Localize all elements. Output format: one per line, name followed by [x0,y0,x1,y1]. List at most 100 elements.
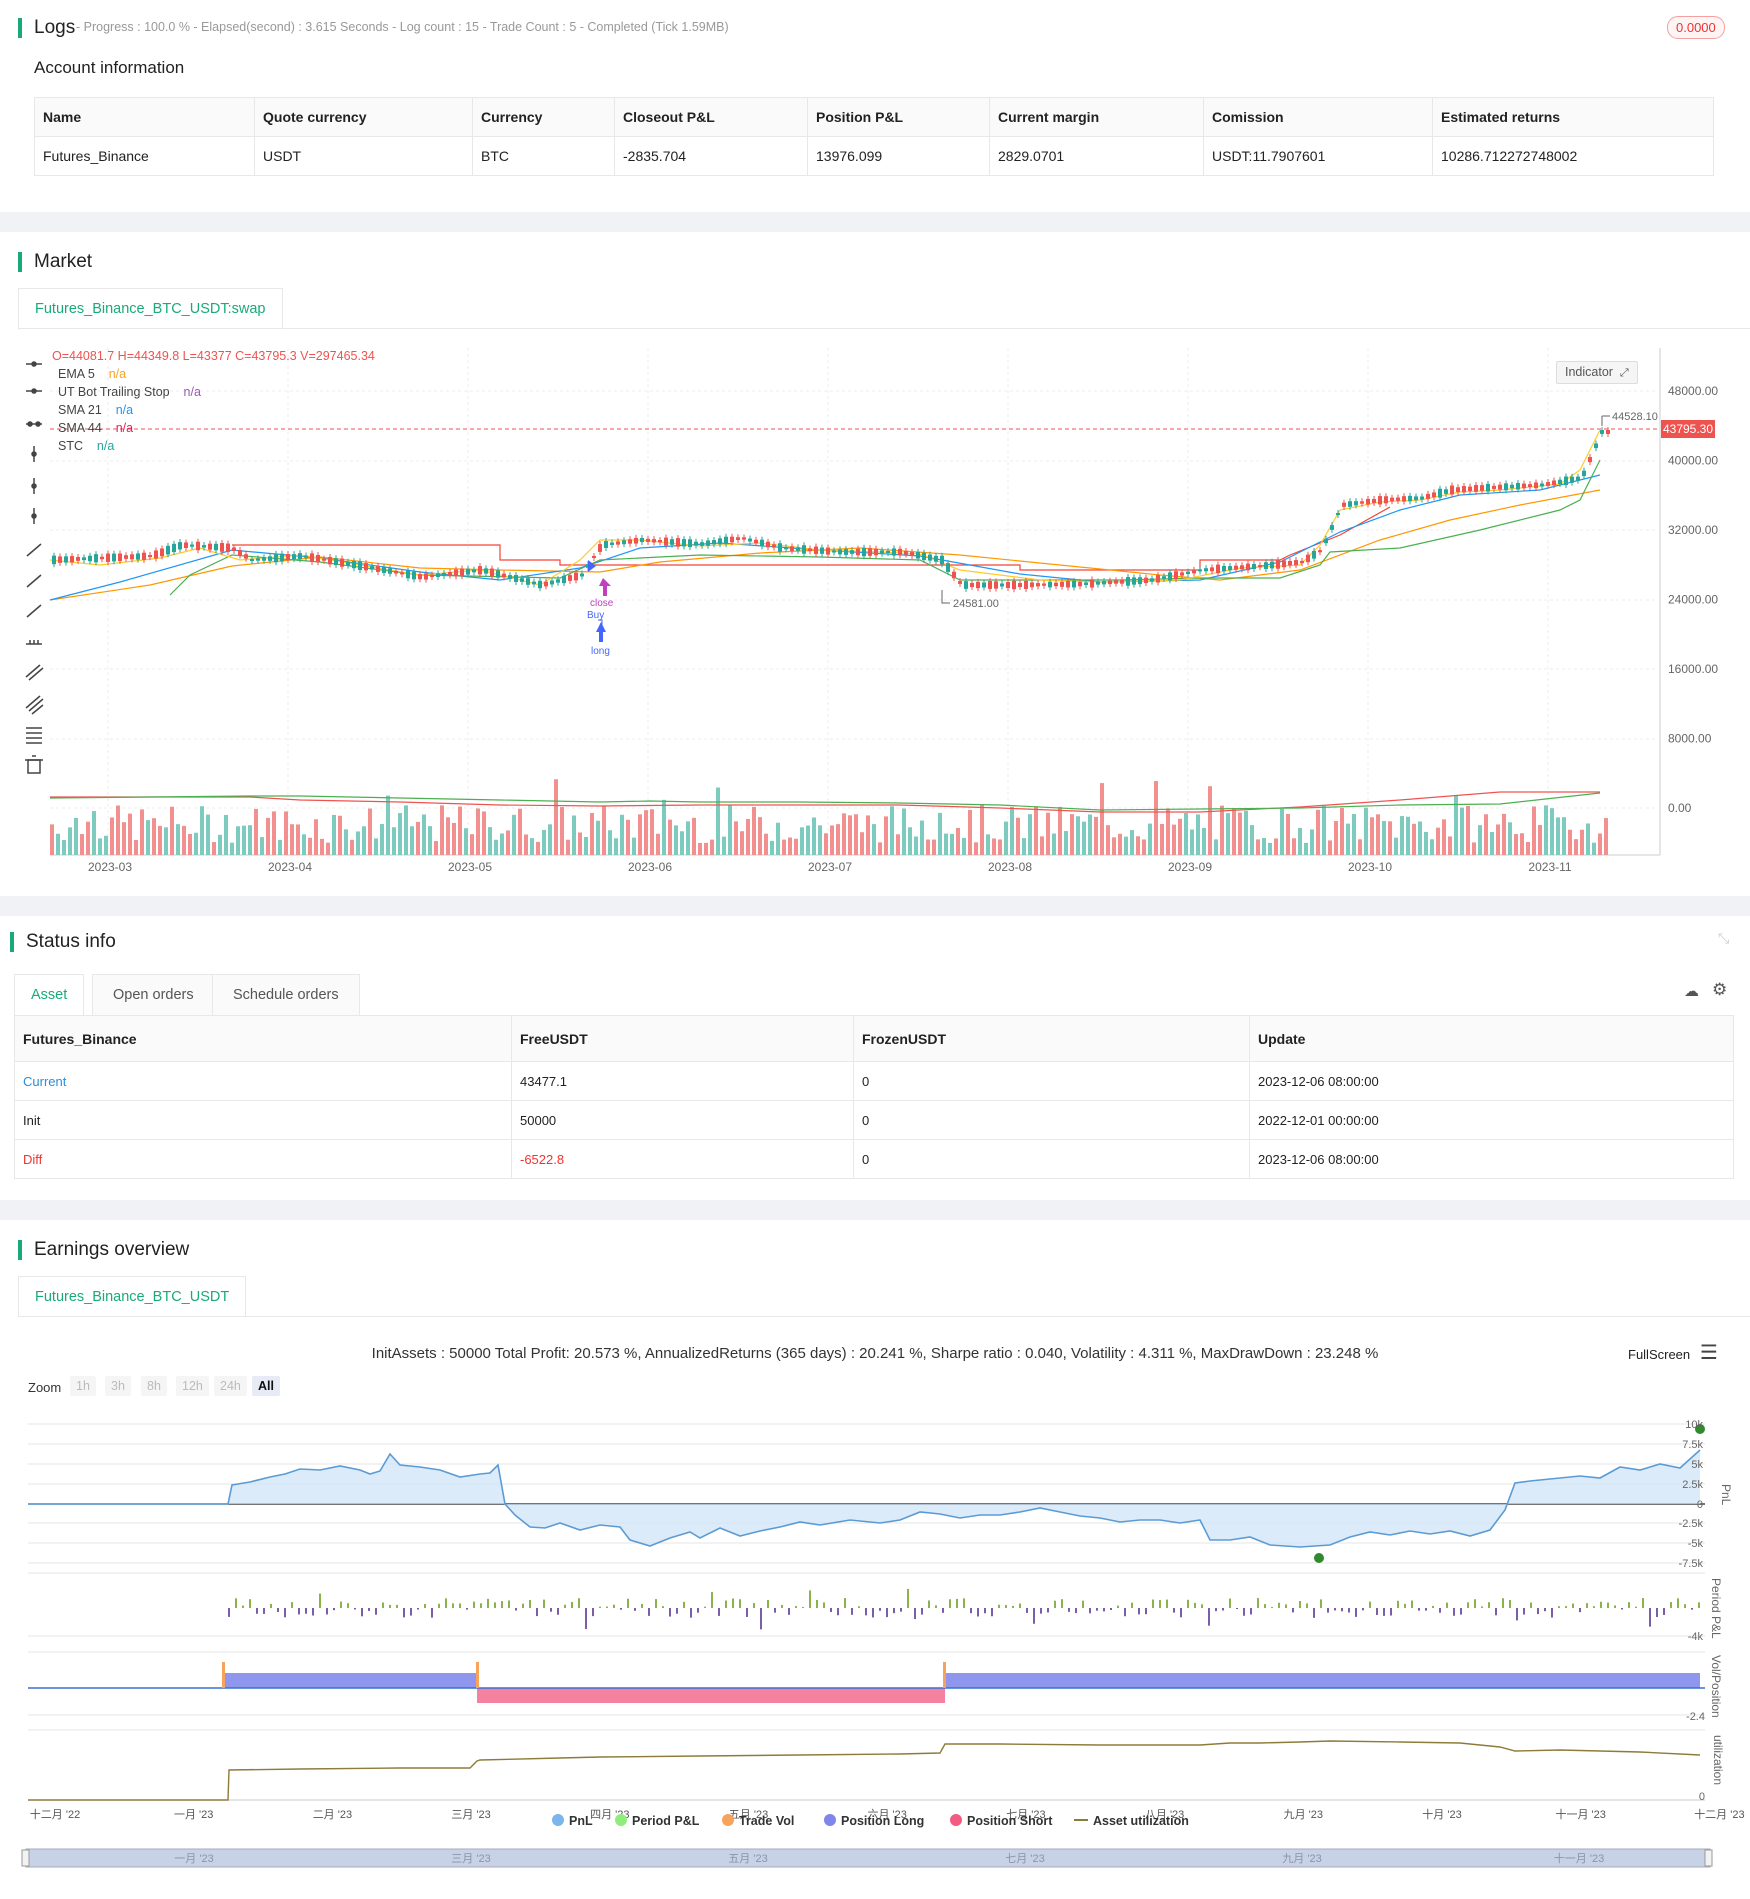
candle-body [502,573,506,578]
tab-open-orders[interactable]: Open orders [92,974,215,1016]
candle-body [70,556,74,563]
tab-schedule-orders[interactable]: Schedule orders [212,974,360,1016]
period-bar [1257,1598,1259,1608]
tab-market-symbol[interactable]: Futures_Binance_BTC_USDT:swap [18,288,283,330]
earnings-x-tick: 九月 '23 [1284,1808,1323,1821]
earnings-chart[interactable]: 10k 7.5k 5k 2.5k 0 -2.5k -5k -7.5k PnL -4k Peri… [0,1400,1750,1880]
period-bar [1138,1608,1140,1615]
asset-cell: 43477.1 [511,1061,854,1101]
legend-pnl[interactable]: PnL [552,1814,593,1828]
volume-bar [818,825,822,855]
volume-bar [578,832,582,855]
volume-bar [1316,809,1320,855]
period-bar [662,1606,664,1608]
period-bar [550,1608,552,1612]
candle-body [1120,579,1124,584]
tab-earnings-symbol[interactable]: Futures_Binance_BTC_USDT [18,1276,247,1318]
asset-cell: 2023-12-06 08:00:00 [1249,1139,1734,1179]
navigator-handle-left[interactable] [21,1849,30,1867]
volume-bar [584,836,588,855]
fullscreen-button[interactable]: FullScreen [1628,1347,1690,1362]
price-y-axis: 48000.00 40000.00 32000.00 24000.00 16000.00… [1668,384,1718,815]
candle-body [1468,486,1472,492]
volume-bar [1532,806,1536,855]
zoom-3h-button[interactable]: 3h [105,1376,131,1396]
candlestick-chart[interactable]: 48000.00 40000.00 32000.00 24000.00 16000.00… [0,340,1750,880]
candle-body [1408,495,1412,502]
volume-bar [284,811,288,855]
zoom-all-button[interactable]: All [252,1376,280,1396]
collapse-icon[interactable]: ⤡ [1718,930,1730,946]
candle-body [724,536,728,545]
last-price-tag-bg [1661,420,1715,438]
candle-body [1480,485,1484,491]
legend-ema-5: EMA 5 n/a [58,367,126,381]
volume-bar [410,826,414,855]
volume-bar [1334,820,1338,855]
volume-bar [350,839,354,855]
zoom-1h-button[interactable]: 1h [70,1376,96,1396]
period-bar [1131,1602,1133,1608]
asset-col: Update [1249,1015,1734,1062]
gear-icon[interactable]: ⚙ [1712,980,1728,999]
menu-icon[interactable]: ☰ [1700,1342,1718,1364]
volume-bar [902,808,906,855]
low-price-label: 24581.00 [953,598,999,610]
zoom-12h-button[interactable]: 12h [176,1376,209,1396]
price-x-tick: 2023-03 [88,860,132,874]
expand-icon[interactable]: ⤢ [1619,367,1629,379]
legend-asset-utilization[interactable]: Asset utilization [1074,1814,1189,1828]
drawing-toolbar[interactable] [25,361,44,774]
candle-body [862,547,866,557]
indicator-button[interactable]: Indicator ⤢ [1556,361,1638,384]
volume-bar [1112,837,1116,855]
volume-bar [1076,816,1080,855]
candle-body [1288,560,1292,566]
volume-bar [710,839,714,855]
volume-bar [164,827,168,855]
zoom-24h-button[interactable]: 24h [214,1376,247,1396]
period-bar [1432,1605,1434,1608]
marker-close-label: close [590,598,614,609]
period-bar [970,1608,972,1614]
volume-bar [188,834,192,855]
period-bar [487,1598,489,1608]
volume-bar [692,817,696,855]
navigator-handle-right[interactable] [1704,1849,1713,1867]
tab-asset[interactable]: Asset [14,974,85,1016]
legend-period-pnl[interactable]: Period P&L [615,1814,699,1828]
volume-bar [518,808,522,855]
candle-body [1192,569,1196,574]
cloud-download-icon[interactable]: ☁ [1684,983,1699,1000]
candle-body [1330,525,1334,530]
pnl-y-tick: 10k [1685,1419,1703,1431]
range-navigator[interactable] [25,1848,1711,1868]
period-bar [564,1604,566,1608]
volume-bar [326,842,330,855]
candle-body [784,547,788,550]
asset-cell[interactable]: Current [14,1061,512,1101]
candle-body [676,538,680,547]
legend-position-long[interactable]: Position Long [824,1814,924,1828]
account-cell: 2829.0701 [989,136,1204,176]
volume-bar [662,799,666,855]
candle-body [622,540,626,545]
period-bar [711,1592,713,1608]
candle-body [742,537,746,540]
asset-cell: 0 [853,1139,1250,1179]
period-bar [1012,1605,1014,1608]
zoom-8h-button[interactable]: 8h [141,1376,167,1396]
legend-trade-vol[interactable]: Trade Vol [722,1814,794,1828]
volume-bar [314,819,318,855]
candle-body [1438,488,1442,498]
asset-cell: 2023-12-06 08:00:00 [1249,1061,1734,1101]
period-bar [1271,1606,1273,1608]
candle-body [442,572,446,576]
period-bar [361,1608,363,1617]
last-price-tag: 43795.30 [1663,422,1713,436]
period-bar [1187,1599,1189,1608]
volume-bar [746,819,750,855]
volume-bar [962,837,966,855]
candle-body [484,568,488,574]
legend-position-short[interactable]: Position Short [950,1814,1052,1828]
